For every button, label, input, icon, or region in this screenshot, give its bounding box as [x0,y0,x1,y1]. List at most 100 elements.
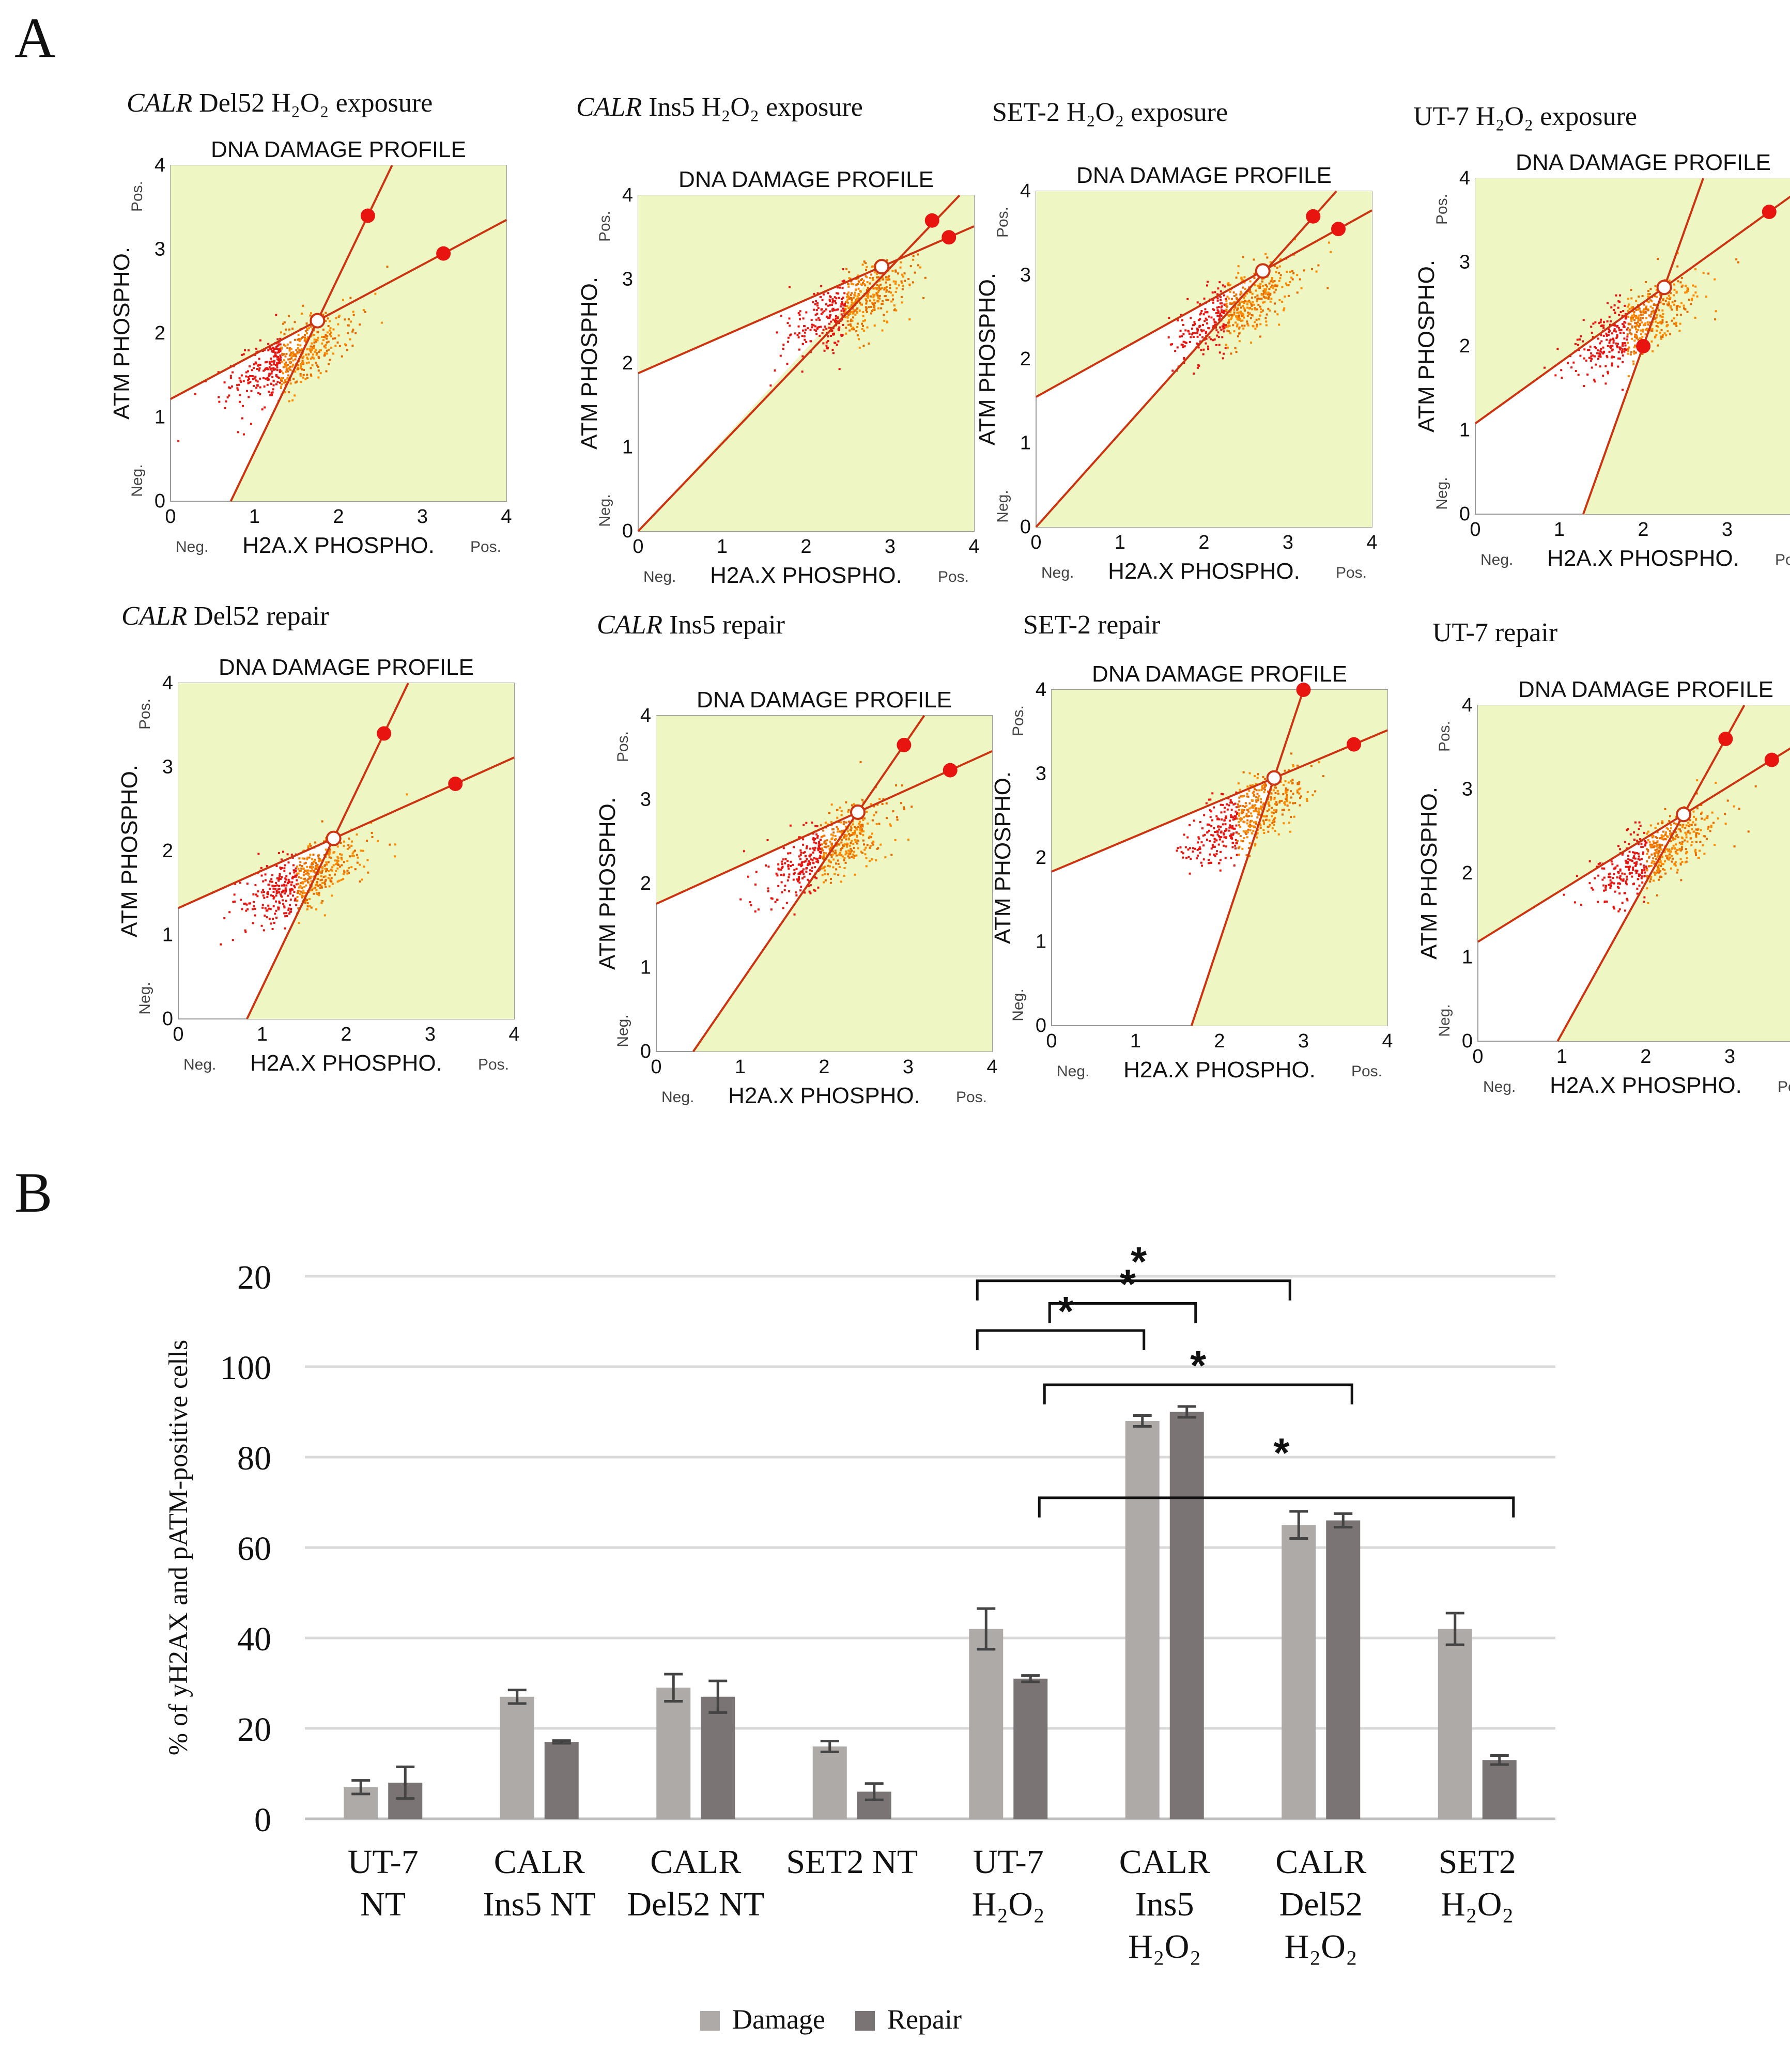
category-label: NT [360,1885,406,1923]
gate-handle[interactable] [448,777,463,791]
gate-line[interactable] [1477,734,1790,943]
y-tick-label: 1 [622,437,633,458]
y-tick-label: 2 [162,840,173,862]
gate-handle[interactable] [942,230,956,245]
gate-line[interactable] [1556,705,1746,1042]
condition-label: SET-2 repair [1023,610,1161,640]
x-tick-label: 4 [508,1024,519,1045]
gene-name: CALR [127,88,199,118]
gate-line[interactable] [170,219,507,400]
y-axis-label: ATM PHOSPHO. [1414,260,1439,432]
gate-line[interactable] [656,750,993,905]
gate-line[interactable] [1051,729,1388,873]
legend-swatch [700,2011,720,2031]
gate-line[interactable] [1474,182,1790,425]
y-neg-label: Neg. [1433,477,1450,509]
gate-handle[interactable] [897,737,912,752]
condition-label: Ins5 H₂O₂ exposure [649,92,863,122]
gate-pivot-handle[interactable] [1255,263,1271,279]
legend-label: Repair [887,2004,962,2035]
x-tick-label: 3 [1283,532,1293,553]
y-axis-label: ATM PHOSPHO. [109,247,134,420]
y-tick-label: 0 [1036,1015,1046,1037]
y-axis-label: ATM PHOSPHO. [990,771,1015,944]
gate-line[interactable] [692,715,925,1053]
gate-pivot-handle[interactable] [1656,280,1672,296]
gate-handle[interactable] [1331,222,1346,237]
gate-pivot-handle[interactable] [874,259,890,275]
bar-damage [812,1746,847,1819]
gate-handle[interactable] [1762,205,1777,219]
x-tick-label: 2 [341,1024,351,1045]
gate-handle[interactable] [1764,752,1779,767]
x-tick-label: 0 [165,506,176,528]
category-label: H₂O₂ [972,1885,1045,1923]
gate-pivot-handle[interactable] [850,804,866,820]
x-pos-label: Pos. [1775,551,1790,568]
x-pos-label: Pos. [956,1089,987,1106]
gate-pivot-handle[interactable] [310,313,326,329]
category-label: CALR [1275,1843,1366,1881]
gate-handle[interactable] [1296,683,1311,697]
category-label: UT-7 [348,1843,419,1881]
gate-line[interactable] [1036,209,1372,398]
bar-repair [544,1742,579,1819]
x-tick-label: 0 [1046,1030,1057,1052]
gate-handle[interactable] [1636,339,1650,353]
gate-pivot-handle[interactable] [1266,770,1282,786]
y-axis-label: ATM PHOSPHO. [975,273,1000,445]
y-tick-label: 4 [1459,167,1470,189]
x-pos-label: Pos. [470,538,501,555]
bar-repair [1482,1760,1517,1819]
condition-label: UT-7 H₂O₂ exposure [1413,102,1637,131]
y-tick-label: 2 [155,322,165,344]
y-tick-label: 3 [1459,252,1470,273]
gate-region [656,716,992,1052]
gate-line[interactable] [638,225,975,375]
y-pos-label: Pos. [596,211,613,242]
gate-handle[interactable] [436,246,451,261]
bar-damage [1438,1629,1472,1819]
gate-handle[interactable] [1306,209,1321,224]
category-label: SET2 [1439,1843,1516,1881]
y-tick-label: 2 [1036,847,1046,869]
gate-handle[interactable] [1718,732,1733,746]
y-pos-label: Pos. [1436,721,1453,752]
gate-handle[interactable] [1347,737,1361,752]
gene-name: CALR [576,92,649,122]
gate-line[interactable] [1035,190,1337,528]
gate-pivot-handle[interactable] [1676,807,1692,823]
gate-region [1036,191,1372,527]
plot-heading: DNA DAMAGE PROFILE [219,655,474,680]
gate-handle[interactable] [377,726,392,741]
gate-pivot-handle[interactable] [326,830,342,846]
gate-region [1478,705,1790,1041]
gate-handle[interactable] [360,208,375,223]
gate-handle[interactable] [943,763,958,778]
flow-plot-title: SET-2 H₂O₂ exposure [992,97,1228,128]
y-neg-label: Neg. [136,982,153,1014]
category-label: UT-7 [973,1843,1044,1881]
flow-plot-title: CALR Ins5 H₂O₂ exposure [576,92,863,122]
gate-handle[interactable] [924,213,939,228]
y-tick-label: 3 [1036,763,1046,785]
x-neg-label: Neg. [176,538,208,555]
x-tick-label: 1 [1130,1030,1141,1052]
x-tick-label: 1 [735,1056,746,1078]
x-neg-label: Neg. [183,1056,216,1073]
gate-region [178,683,514,1019]
plot-heading: DNA DAMAGE PROFILE [211,137,466,162]
panel-a-label: A [14,6,56,69]
y-tick-label: 60 [237,1530,271,1568]
x-pos-label: Pos. [1351,1063,1382,1080]
gate-line[interactable] [637,194,961,532]
gate-line[interactable] [1190,689,1305,1026]
y-neg-label: Neg. [994,490,1011,522]
x-neg-label: Neg. [1483,1078,1516,1095]
x-tick-label: 3 [1724,1046,1735,1068]
y-tick-label: 2 [1459,335,1470,357]
x-tick-label: 4 [501,506,512,528]
y-tick-label: 4 [622,184,633,206]
